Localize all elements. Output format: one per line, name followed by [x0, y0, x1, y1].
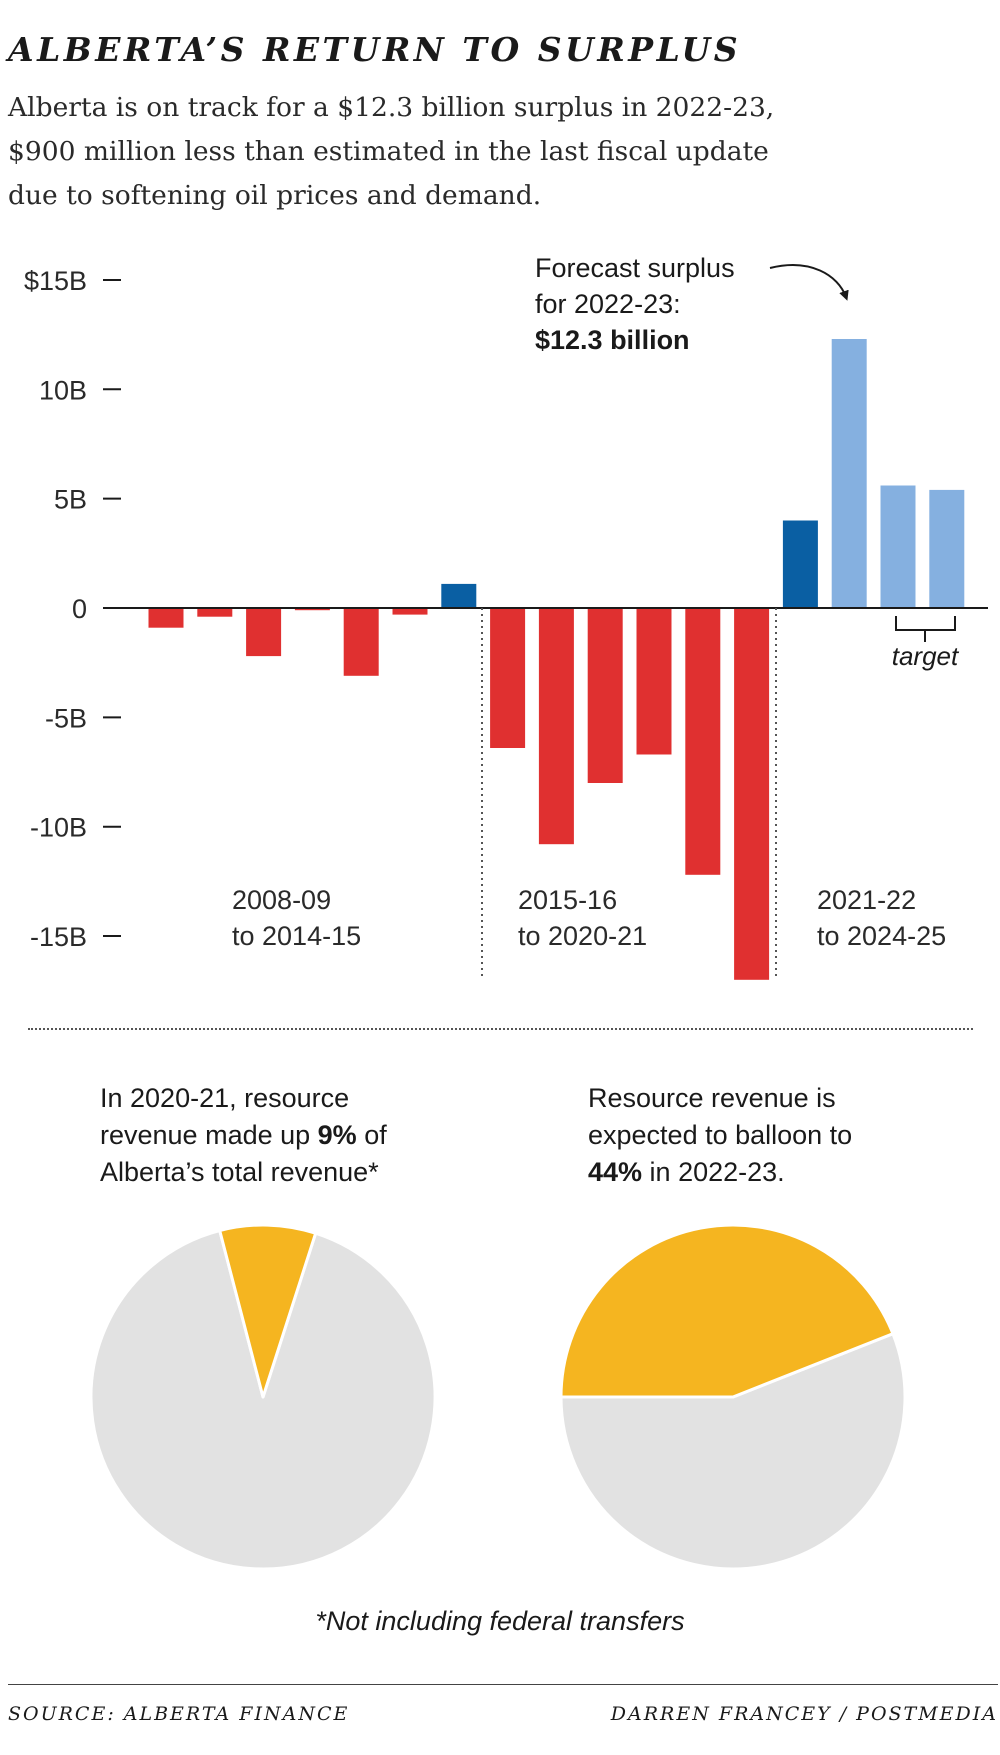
caption-line: Resource revenue is — [588, 1083, 836, 1113]
period-label-3: 2021-22 to 2024-25 — [817, 885, 946, 951]
bar-2017-18 — [587, 608, 623, 783]
pie-caption-2022-23: Resource revenue is expected to balloon … — [588, 1080, 968, 1191]
chart-subtitle: Alberta is on track for a $12.3 billion … — [8, 86, 968, 218]
period-label-2: 2015-16 to 2020-21 — [518, 885, 647, 951]
y-tick-label: -15B — [30, 922, 87, 952]
author-credit: DARREN FRANCEY / POSTMEDIA — [610, 1703, 998, 1725]
bar-2024-25 — [929, 489, 965, 608]
pie-2020-21-resource-slice — [218, 1223, 318, 1399]
svg-text:Forecast surplus for 202: Forecast surplus for 2022-23: $12.3 bill… — [535, 253, 742, 355]
footer-rule — [8, 1684, 998, 1685]
bar-2015-16 — [490, 608, 526, 748]
pie-chart-2022-23 — [559, 1223, 907, 1571]
subtitle-line: $900 million less than estimated in the … — [8, 136, 769, 167]
bar-2009-10 — [197, 608, 233, 617]
caption-line: revenue made up 9% of — [100, 1120, 387, 1150]
bar-2012-13 — [343, 608, 379, 676]
pie-2022-23-resource-slice — [559, 1223, 895, 1399]
caption-line: Alberta’s total revenue* — [100, 1157, 379, 1187]
bar-2010-11 — [246, 608, 282, 657]
pie-caption-2020-21: In 2020-21, resource revenue made up 9% … — [100, 1080, 480, 1191]
bar-2020-21 — [734, 608, 770, 980]
section-divider — [28, 1028, 973, 1030]
y-tick-label: -5B — [45, 703, 87, 733]
pie-2020-21-other-slice — [89, 1229, 437, 1571]
bar-2014-15 — [441, 583, 477, 608]
bar-2023-24 — [880, 485, 916, 608]
period-label-1: 2008-09 to 2014-15 — [232, 885, 361, 951]
y-tick-label: $15B — [24, 266, 87, 296]
target-label: target — [892, 641, 960, 671]
y-tick-label: 0 — [72, 594, 87, 624]
bar-series — [148, 339, 965, 980]
caption-line: In 2020-21, resource — [100, 1083, 350, 1113]
chart-title: ALBERTA’S RETURN TO SURPLUS — [8, 30, 742, 69]
pie-2022-23-other-slice — [559, 1332, 907, 1571]
subtitle-line: Alberta is on track for a $12.3 billion … — [8, 92, 775, 123]
subtitle-line: due to softening oil prices and demand. — [8, 180, 542, 211]
caption-line: expected to balloon to — [588, 1120, 853, 1150]
caption-line: 44% in 2022-23. — [588, 1157, 785, 1187]
bar-2018-19 — [636, 608, 672, 755]
y-tick-label: 10B — [39, 375, 87, 405]
footnote: *Not including federal transfers — [315, 1606, 685, 1636]
pie-chart-2020-21 — [89, 1223, 437, 1571]
surplus-deficit-bar-chart: $15B 10B 5B 0 -5B -10B -15B 2008-09 to 2014-15… — [24, 253, 988, 980]
target-bracket — [895, 616, 956, 642]
y-tick-label: -10B — [30, 813, 87, 843]
bar-2016-17 — [538, 608, 574, 845]
bar-2021-22 — [782, 520, 818, 608]
forecast-annotation: Forecast surplus for 2022-23: $12.3 bill… — [535, 253, 742, 355]
bar-2019-20 — [685, 608, 721, 875]
bar-2022-23 — [831, 339, 867, 608]
annotation-arrow — [769, 264, 849, 301]
source-credit: SOURCE: ALBERTA FINANCE — [8, 1703, 350, 1725]
bar-2013-14 — [392, 608, 428, 615]
bar-2008-09 — [148, 608, 184, 628]
bar-2011-12 — [294, 608, 330, 611]
y-tick-label: 5B — [54, 485, 87, 515]
